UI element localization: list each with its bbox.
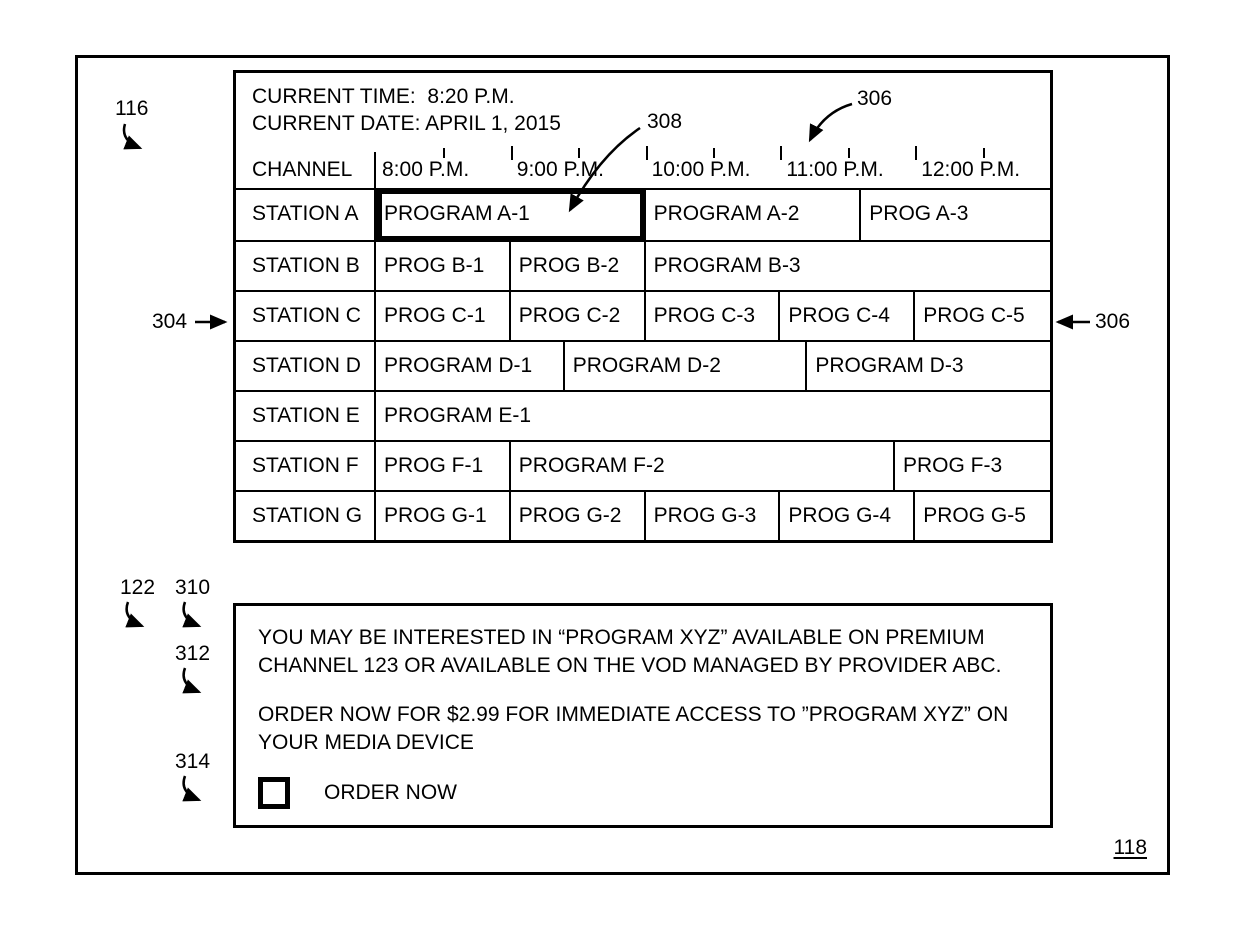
program-cell[interactable]: PROGRAM D-1 — [376, 342, 565, 390]
program-cell[interactable]: PROG B-2 — [511, 242, 646, 290]
station-label: STATION G — [236, 492, 376, 540]
station-label: STATION E — [236, 392, 376, 440]
program-cell[interactable]: PROG G-2 — [511, 492, 646, 540]
ref-118: 118 — [1114, 836, 1147, 860]
program-cells: PROG B-1PROG B-2PROGRAM B-3 — [376, 242, 1050, 290]
program-cell[interactable]: PROG C-4 — [780, 292, 915, 340]
program-cell[interactable]: PROGRAM F-2 — [511, 442, 895, 490]
time-header-row: CHANNEL 8:00 P.M.9:00 P.M.10:00 P.M.11:0… — [236, 138, 1050, 190]
station-row: STATION CPROG C-1PROG C-2PROG C-3PROG C-… — [236, 290, 1050, 340]
program-cell[interactable]: PROG C-3 — [646, 292, 781, 340]
outer-frame: CURRENT TIME: 8:20 P.M. CURRENT DATE: AP… — [75, 55, 1170, 875]
program-cells: PROGRAM D-1PROGRAM D-2PROGRAM D-3 — [376, 342, 1050, 390]
program-cell[interactable]: PROGRAM A-2 — [646, 190, 862, 240]
program-cell[interactable]: PROG A-3 — [861, 190, 1050, 240]
ref-116: 116 — [115, 97, 148, 121]
program-cells: PROG C-1PROG C-2PROG C-3PROG C-4PROG C-5 — [376, 292, 1050, 340]
station-row: STATION DPROGRAM D-1PROGRAM D-2PROGRAM D… — [236, 340, 1050, 390]
program-cell[interactable]: PROG G-5 — [915, 492, 1050, 540]
program-cell[interactable]: PROGRAM D-3 — [807, 342, 1050, 390]
time-slot: 10:00 P.M. — [646, 152, 781, 188]
station-label: STATION D — [236, 342, 376, 390]
time-slot: 9:00 P.M. — [511, 152, 646, 188]
station-row: STATION FPROG F-1PROGRAM F-2PROG F-3 — [236, 440, 1050, 490]
program-cell[interactable]: PROG G-1 — [376, 492, 511, 540]
program-cell[interactable]: PROG G-3 — [646, 492, 781, 540]
promo-panel: YOU MAY BE INTERESTED IN “PROGRAM XYZ” A… — [233, 603, 1053, 828]
program-cell[interactable]: PROG B-1 — [376, 242, 511, 290]
program-grid: STATION APROGRAM A-1PROGRAM A-2PROG A-3S… — [236, 190, 1050, 540]
station-label: STATION C — [236, 292, 376, 340]
ref-308: 308 — [647, 110, 682, 134]
current-date-label: CURRENT DATE: APRIL 1, 2015 — [252, 110, 1034, 137]
promo-text-1: YOU MAY BE INTERESTED IN “PROGRAM XYZ” A… — [258, 624, 1030, 681]
station-row: STATION GPROG G-1PROG G-2PROG G-3PROG G-… — [236, 490, 1050, 540]
program-cell[interactable]: PROG C-2 — [511, 292, 646, 340]
current-time-label: CURRENT TIME: 8:20 P.M. — [252, 83, 1034, 110]
station-row: STATION APROGRAM A-1PROGRAM A-2PROG A-3 — [236, 190, 1050, 240]
ref-314: 314 — [175, 750, 210, 774]
program-cell[interactable]: PROG C-1 — [376, 292, 511, 340]
ref-312: 312 — [175, 642, 210, 666]
time-slots: 8:00 P.M.9:00 P.M.10:00 P.M.11:00 P.M.12… — [376, 152, 1050, 188]
station-label: STATION B — [236, 242, 376, 290]
time-slot: 8:00 P.M. — [376, 152, 511, 188]
program-cell[interactable]: PROGRAM E-1 — [376, 392, 1050, 440]
epg-header: CURRENT TIME: 8:20 P.M. CURRENT DATE: AP… — [236, 73, 1050, 138]
ref-310: 310 — [175, 576, 210, 600]
program-cell[interactable]: PROG F-1 — [376, 442, 511, 490]
station-row: STATION EPROGRAM E-1 — [236, 390, 1050, 440]
ref-304: 304 — [152, 310, 187, 334]
promo-text-2: ORDER NOW FOR $2.99 FOR IMMEDIATE ACCESS… — [258, 701, 1030, 758]
order-row: ORDER NOW — [258, 777, 1030, 809]
program-cell[interactable]: PROGRAM B-3 — [646, 242, 1050, 290]
station-label: STATION A — [236, 190, 376, 240]
epg-guide: CURRENT TIME: 8:20 P.M. CURRENT DATE: AP… — [233, 70, 1053, 543]
program-cell[interactable]: PROGRAM A-1 — [376, 190, 646, 240]
program-cells: PROG G-1PROG G-2PROG G-3PROG G-4PROG G-5 — [376, 492, 1050, 540]
program-cells: PROGRAM E-1 — [376, 392, 1050, 440]
ref-306-top: 306 — [857, 87, 892, 111]
ref-122: 122 — [120, 576, 155, 600]
station-row: STATION BPROG B-1PROG B-2PROGRAM B-3 — [236, 240, 1050, 290]
order-checkbox[interactable] — [258, 777, 290, 809]
program-cells: PROGRAM A-1PROGRAM A-2PROG A-3 — [376, 190, 1050, 240]
program-cell[interactable]: PROG C-5 — [915, 292, 1050, 340]
time-slot: 12:00 P.M. — [915, 152, 1050, 188]
order-now-label: ORDER NOW — [324, 779, 457, 807]
channel-header: CHANNEL — [236, 152, 376, 188]
program-cell[interactable]: PROG G-4 — [780, 492, 915, 540]
time-slot: 11:00 P.M. — [780, 152, 915, 188]
program-cells: PROG F-1PROGRAM F-2PROG F-3 — [376, 442, 1050, 490]
station-label: STATION F — [236, 442, 376, 490]
program-cell[interactable]: PROG F-3 — [895, 442, 1050, 490]
ref-306-right: 306 — [1095, 310, 1130, 334]
program-cell[interactable]: PROGRAM D-2 — [565, 342, 808, 390]
